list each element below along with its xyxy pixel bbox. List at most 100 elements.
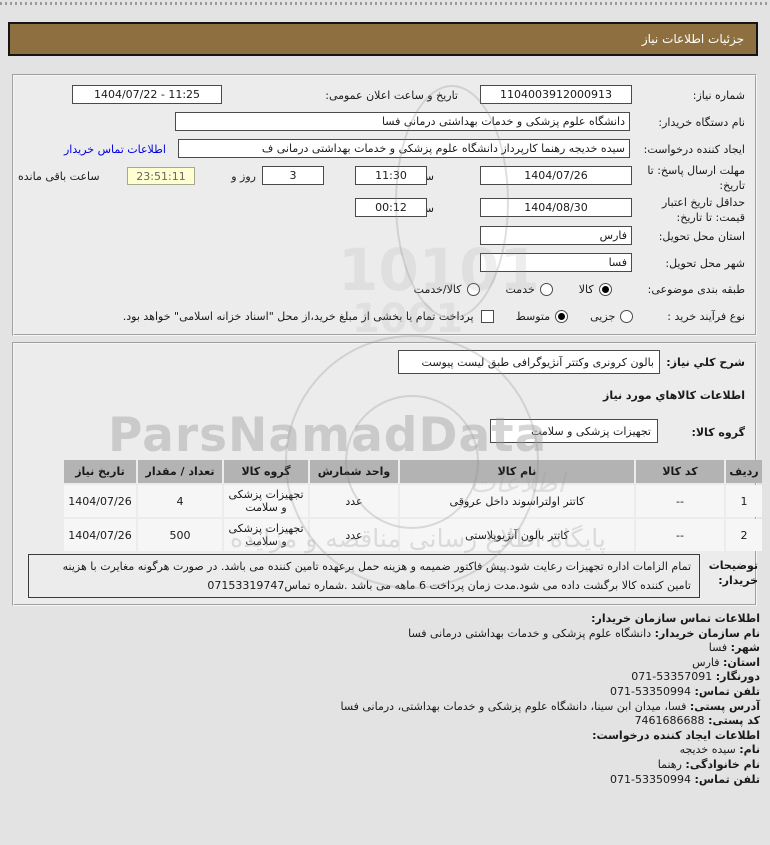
purchase-type-label: نوع فرآیند خرید : [667,310,745,323]
contact-line-label: شهر: [730,641,760,655]
classification-radio-group: طبقه بندی موضوعی: کالا خدمت کالا/خدمت [414,283,745,296]
buyer-org-field[interactable]: دانشگاه علوم پزشکی و خدمات بهداشتی درمان… [175,112,630,131]
reply-deadline-time-field[interactable]: 11:30 [355,166,427,185]
contact-line-value: رهنما [657,757,686,771]
radio-label: کالا/خدمت [413,283,462,296]
table-cell: -- [636,485,724,517]
contact-line: نام سازمان خریدار: دانشگاه علوم پزشکی و … [8,627,760,642]
contact-line-value: فسا، میدان ابن سینا، دانشگاه علوم پزشکی … [340,699,690,713]
goods-group-label: گروه کالا: [691,426,745,439]
contact-line-value: فسا [708,641,731,655]
announce-datetime-value: 1404/07/22 - 11:25 [93,88,201,101]
contact-line-value: دانشگاه علوم پزشکی و خدمات بهداشتی درمان… [408,626,655,640]
province-label: استان محل تحویل: [658,230,745,243]
radio-button[interactable] [466,283,480,296]
contact-line-label: اطلاعات تماس سازمان خریدار: [591,612,760,625]
contact-line: استان: فارس [8,656,760,671]
table-header-cell: نام کالا [400,460,634,483]
radio-label: متوسط [515,310,551,323]
need-number-label: شماره نیاز: [692,89,745,102]
table-cell: -- [636,519,724,551]
notes-label-line1: توضیحات [708,559,758,572]
contact-line-value: 53350994-071 [610,772,695,786]
page-title-bar: جزئیات اطلاعات نیاز [8,22,758,56]
contact-line-label: نام: [739,743,760,757]
contact-line: تلفن تماس: 53350994-071 [8,685,760,700]
time-remaining-field: 23:51:11 [127,167,195,185]
price-validity-date-field[interactable]: 1404/08/30 [480,198,632,217]
radio-button[interactable] [598,283,612,296]
contact-line-label: تلفن تماس: [694,772,760,786]
radio-button[interactable] [555,310,569,323]
table-header-cell: کد کالا [636,460,724,483]
radio-option: جزیی [590,310,634,323]
contact-line-value: فارس [692,655,723,669]
radio-label: کالا [578,283,594,296]
treasury-checkbox[interactable] [480,310,494,323]
province-value: فارس [599,229,627,242]
table-cell: 1404/07/26 [64,519,136,551]
table-cell: تجهیزات پزشکی و سلامت [224,519,308,551]
contact-line-label: نام خانوادگی: [685,757,760,771]
table-cell: 500 [138,519,222,551]
radio-option: خدمت [506,283,553,296]
table-cell: عدد [310,519,398,551]
table-cell: کاتتر اولتراسوند داخل عروقی [400,485,634,517]
contact-info-block: اطلاعات تماس سازمان خریدار: نام سازمان خر… [8,612,760,787]
contact-line-value: 7461686688 [634,714,709,728]
request-creator-field[interactable]: سیده خدیجه رهنما کارپرداز دانشگاه علوم پ… [178,139,630,158]
buyer-contact-link[interactable]: اطلاعات تماس خریدار [64,143,166,156]
goods-group-field[interactable]: تجهیزات پزشکی و سلامت [490,419,658,443]
buyer-org-value: دانشگاه علوم پزشکی و خدمات بهداشتی درمان… [381,115,625,128]
notes-label-line2: خریدار: [718,574,758,587]
reply-deadline-time: 11:30 [375,169,407,182]
reply-deadline-date-field[interactable]: 1404/07/26 [480,166,632,185]
reply-deadline-label: مهلت ارسال پاسخ: تا تاریخ: [647,164,745,192]
contact-line: اطلاعات ایجاد کننده درخواست: [8,729,760,744]
contact-line: نام: سیده خدیجه [8,743,760,758]
treasury-checkbox-label: پرداخت تمام یا بخشی از مبلغ خرید،از محل … [122,310,474,323]
announce-datetime-field[interactable]: 1404/07/22 - 11:25 [72,85,222,104]
notes-label: توضیحات خریدار: [698,558,758,588]
need-desc-field[interactable]: بالون کرونری وکتتر آنژیوگرافی طبق لیست پ… [398,350,660,374]
announce-datetime-label: تاریخ و ساعت اعلان عمومی: [325,89,458,102]
table-cell: کاتتر بالون آنژیوپلاستی [400,519,634,551]
contact-line-label: کد پستی: [708,714,760,728]
contact-line: آدرس پستی: فسا، میدان ابن سینا، دانشگاه … [8,700,760,715]
buyer-notes-box: تمام الزامات اداره تجهیزات رعایت شود.پیش… [28,554,700,598]
contact-line-label: استان: [723,655,760,669]
days-remaining-field[interactable]: 3 [262,166,324,185]
page-title: جزئیات اطلاعات نیاز [641,32,744,46]
table-header-cell: واحد شمارش [310,460,398,483]
table-header-cell: تعداد / مقدار [138,460,222,483]
radio-button[interactable] [620,310,634,323]
contact-line-label: دورنگار: [715,670,760,684]
radio-option: کالا/خدمت [414,283,480,296]
table-cell: 4 [138,485,222,517]
goods-table-header: ردیف کد کالا نام کالا واحد شمارش گروه کالا تع… [64,460,762,483]
need-number-field[interactable]: 1104003912000913 [480,85,632,104]
need-desc-label: شرح کلي نياز: [666,356,745,369]
request-creator-label: ایجاد کننده درخواست: [643,143,745,156]
radio-option: متوسط [516,310,569,323]
buyer-org-label: نام دستگاه خریدار: [658,116,745,129]
buyer-notes-text: تمام الزامات اداره تجهیزات رعایت شود.پیش… [62,560,691,592]
days-and-label: روز و [231,170,256,183]
reply-deadline-date: 1404/07/26 [524,169,588,182]
price-validity-time-field[interactable]: 00:12 [355,198,427,217]
city-field[interactable]: فسا [480,253,632,272]
need-number-value: 1104003912000913 [500,88,612,101]
treasury-checkbox-option: پرداخت تمام یا بخشی از مبلغ خرید،از محل … [123,310,494,323]
province-field[interactable]: فارس [480,226,632,245]
purchase-type-radio-group: نوع فرآیند خرید : جزیی متوسط پرداخت تمام ی… [123,310,745,323]
radio-label: جزیی [590,310,616,323]
classification-label: طبقه بندی موضوعی: [647,283,745,296]
table-row[interactable]: 1 -- کاتتر اولتراسوند داخل عروقی عدد تجهیزات… [64,485,762,517]
contact-line-label: نام سازمان خریدار: [654,626,760,640]
contact-line-value: 53357091-071 [631,670,716,684]
goods-table: ردیف کد کالا نام کالا واحد شمارش گروه کالا تع… [62,458,764,553]
hours-remaining-label: ساعت باقی مانده [18,170,100,183]
table-row[interactable]: 2 -- کاتتر بالون آنژیوپلاستی عدد تجهیزات پزش… [64,519,762,551]
radio-button[interactable] [539,283,553,296]
